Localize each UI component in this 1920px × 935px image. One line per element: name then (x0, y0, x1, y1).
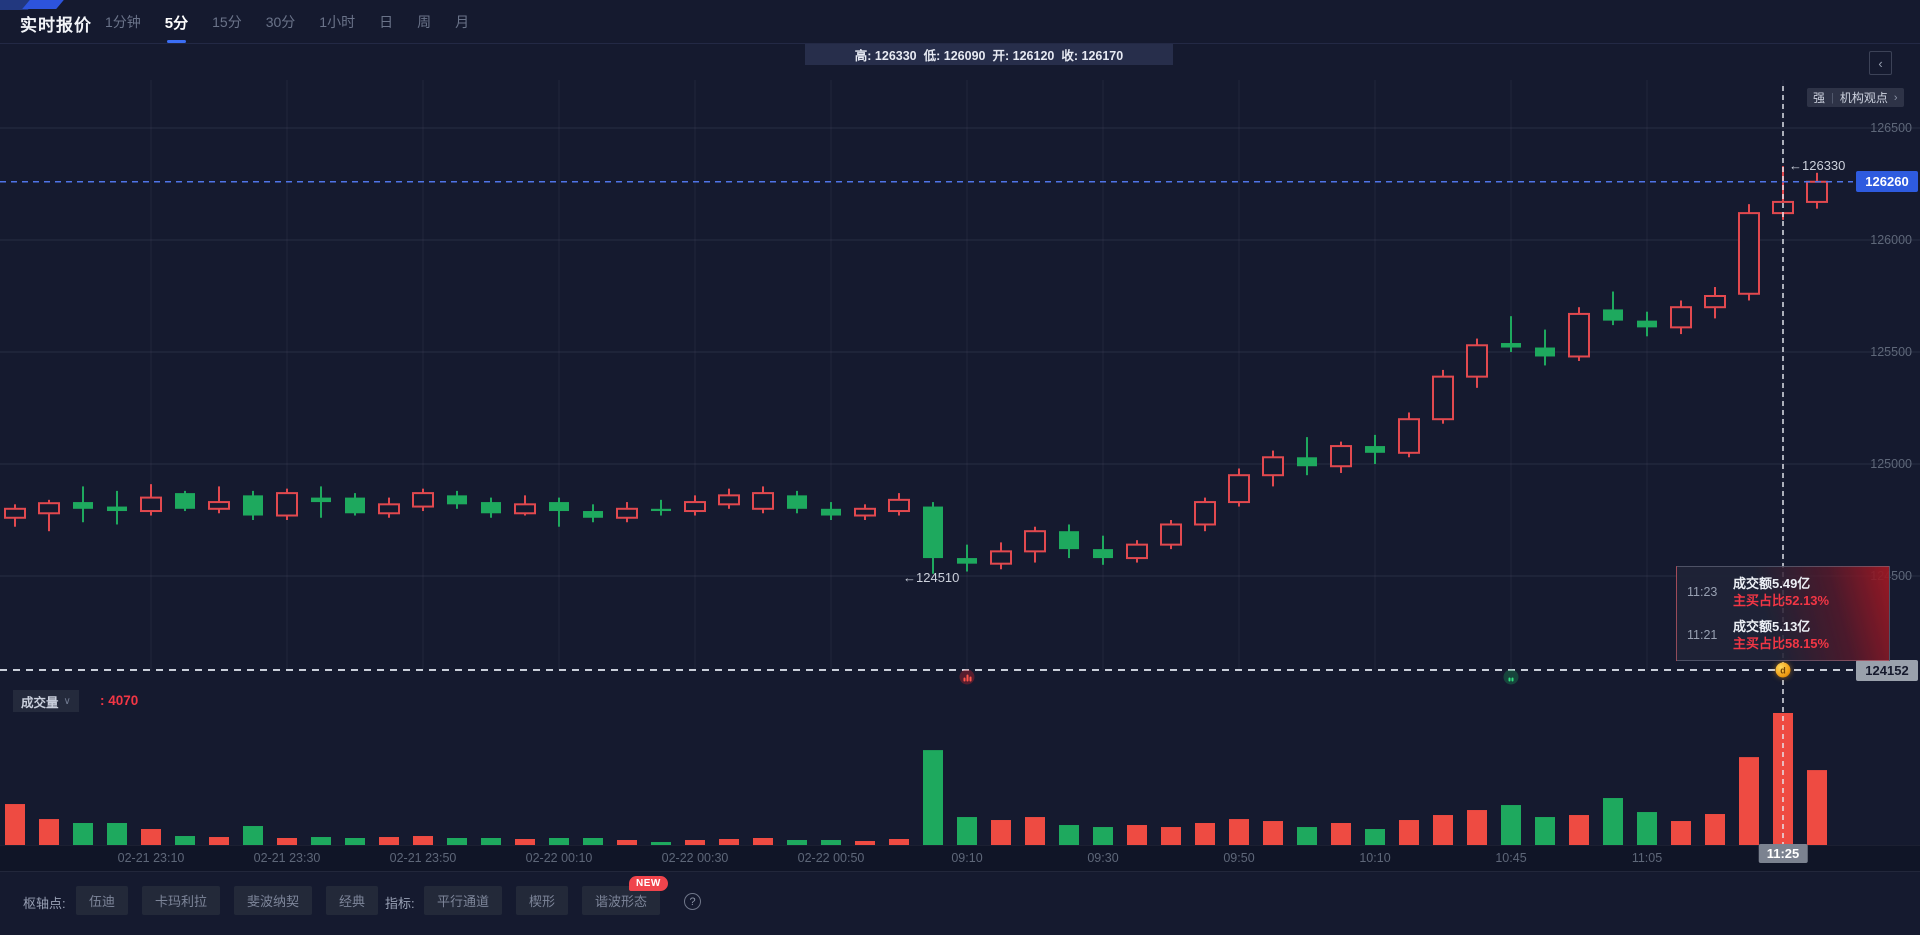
time-axis-label: 10:45 (1495, 851, 1527, 865)
header-bar (0, 0, 1920, 44)
time-axis-label: 02-22 00:30 (661, 851, 729, 865)
chevron-left-icon: ‹ (1878, 55, 1883, 71)
buy-ratio: 主买占比52.13% (1733, 593, 1830, 609)
trade-tooltip-row: 11:23 成交额5.49亿 主买占比52.13% (1687, 575, 1879, 609)
time-axis-label: 02-21 23:50 (389, 851, 457, 865)
new-badge: NEW (629, 876, 668, 891)
current-price-badge: 126260 (1856, 171, 1918, 193)
tab-1分钟[interactable]: 1分钟 (105, 14, 141, 30)
coin-glyph: d (1780, 665, 1786, 675)
buy-ratio: 主买占比58.15% (1733, 635, 1830, 651)
indicator-button-楔形[interactable]: 楔形 (516, 886, 569, 915)
volume-label: 成交量 (21, 695, 59, 710)
ohlc-item: 开: 126120 (992, 49, 1055, 63)
tab-30分[interactable]: 30分 (265, 14, 296, 30)
coin-marker-icon[interactable]: d (1775, 662, 1791, 678)
trade-amount: 成交额5.49亿 (1733, 576, 1811, 592)
time-axis-label: 10:10 (1359, 851, 1391, 865)
pivot-button-经典[interactable]: 经典 (326, 886, 379, 915)
price-axis-label: 125000 (1870, 456, 1912, 471)
timeframe-tabs: 1分钟 5分 15分 30分 1小时 日 周 月 (105, 12, 470, 43)
time-axis-label: 02-22 00:50 (797, 851, 865, 865)
page-title: 实时报价 (20, 16, 92, 35)
time-axis-label: 09:30 (1087, 851, 1119, 865)
trade-time: 11:21 (1687, 627, 1718, 642)
price-axis-label: 126000 (1870, 232, 1912, 247)
pivot-button-卡玛利拉[interactable]: 卡玛利拉 (142, 886, 221, 915)
indicator-button-谐波形态[interactable]: 谐波形态 (582, 886, 661, 915)
time-axis-label: 02-21 23:10 (117, 851, 185, 865)
trade-tooltip-row: 11:21 成交额5.13亿 主买占比58.15% (1687, 618, 1879, 652)
session-high-annotation: ←126330 (1789, 158, 1846, 173)
ohlc-item: 低: 126090 (923, 49, 986, 63)
trade-amount: 成交额5.13亿 (1733, 618, 1811, 634)
pivot-buttons: 伍迪 卡玛利拉 斐波纳契 经典 (76, 886, 379, 915)
tab-周[interactable]: 周 (417, 14, 432, 30)
tab-月[interactable]: 月 (455, 14, 470, 30)
ohlc-item: 收: 126170 (1061, 49, 1124, 63)
time-axis-label: 02-21 23:30 (253, 851, 321, 865)
strength-badge: 强 (1813, 91, 1826, 105)
time-axis-label: 02-22 00:10 (525, 851, 593, 865)
tab-15分[interactable]: 15分 (212, 14, 242, 30)
chevron-right-icon: › (1893, 91, 1898, 104)
collapse-panel-button[interactable]: ‹ (1869, 51, 1892, 75)
indicator-button-平行通道[interactable]: 平行通道 (424, 886, 503, 915)
pane-low-badge: 124152 (1856, 659, 1918, 681)
pivot-button-伍迪[interactable]: 伍迪 (76, 886, 129, 915)
help-icon[interactable]: ? (684, 893, 701, 910)
pivot-button-斐波纳契[interactable]: 斐波纳契 (234, 886, 313, 915)
ohlc-item: 高: 126330 (854, 49, 917, 63)
price-axis-label: 125500 (1870, 344, 1912, 359)
indicator-label: 指标: (385, 896, 415, 911)
time-axis-label: 09:50 (1223, 851, 1255, 865)
volume-surge-green-icon[interactable] (1503, 669, 1519, 685)
tab-1小时[interactable]: 1小时 (319, 14, 356, 30)
drawing-toolbar: 枢轴点: 伍迪 卡玛利拉 斐波纳契 经典 指标: 平行通道 楔形 谐波形态 (0, 871, 1920, 935)
volume-indicator-selector[interactable]: 成交量 ∨ (13, 690, 79, 712)
volume-surge-red-icon[interactable] (959, 669, 975, 685)
time-axis: 02-21 23:10 02-21 23:30 02-21 23:50 02-22 0… (0, 845, 1920, 871)
tab-5分[interactable]: 5分 (165, 12, 188, 43)
session-low-annotation: ←124510 (903, 570, 960, 585)
help-glyph: ? (689, 895, 696, 908)
indicator-buttons: 平行通道 楔形 谐波形态 (424, 886, 661, 915)
trade-time: 11:23 (1687, 585, 1718, 600)
chevron-down-icon: ∨ (63, 695, 71, 707)
trade-detail-tooltip: 11:23 成交额5.49亿 主买占比52.13% 11:21 成交额5.13亿 主买占比… (1676, 566, 1890, 661)
time-axis-label: 09:10 (951, 851, 983, 865)
time-axis-label: 11:05 (1631, 851, 1663, 865)
pivot-label: 枢轴点: (23, 896, 66, 911)
crosshair-time-badge: 11:25 (1758, 844, 1808, 863)
volume-current-value: : 4070 (100, 693, 139, 708)
price-axis-label: 126500 (1870, 121, 1912, 135)
institution-view-label: 机构观点 (1839, 91, 1888, 105)
institution-view-link[interactable]: 强 | 机构观点 › (1807, 88, 1904, 107)
divider: | (1831, 91, 1834, 104)
ohlc-tooltip: 高: 126330 低: 126090 开: 126120 收: 126170 (805, 44, 1173, 65)
tab-日[interactable]: 日 (379, 14, 394, 30)
